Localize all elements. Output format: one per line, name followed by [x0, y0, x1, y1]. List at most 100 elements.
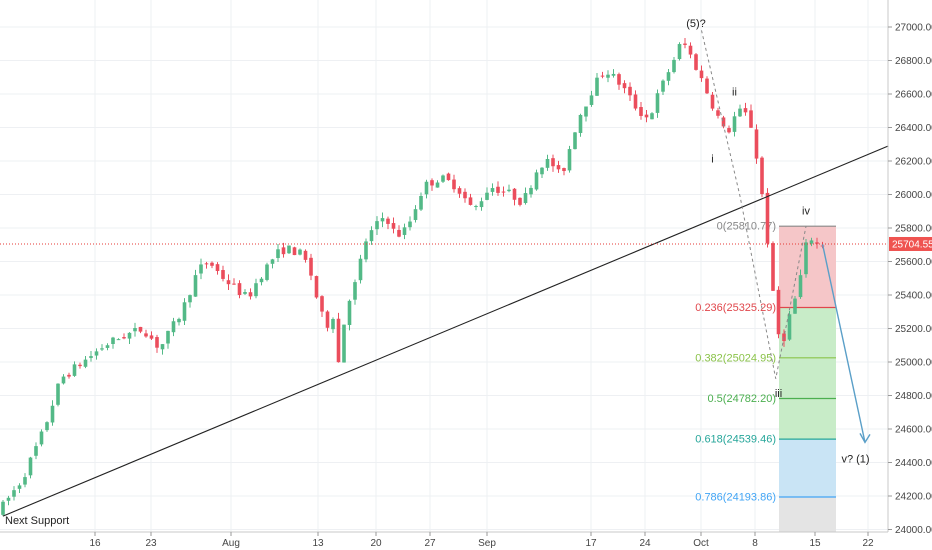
candle-body	[688, 45, 693, 55]
candle-body	[397, 229, 401, 237]
candle-body	[193, 275, 198, 297]
y-tick-label: 27000.00	[895, 23, 932, 34]
y-tick-label: 24400.00	[895, 458, 932, 469]
candle-body	[677, 44, 682, 60]
candle-body	[259, 278, 264, 283]
fib-zone	[779, 307, 836, 358]
wave-label: v? (1)	[841, 454, 869, 466]
candle-body	[430, 180, 434, 186]
candle-body	[743, 108, 748, 113]
y-tick-label: 26600.00	[895, 90, 932, 101]
y-tick-label: 25800.00	[895, 224, 932, 235]
candle-body	[105, 345, 110, 348]
candle-body	[160, 344, 165, 350]
grid-lines	[0, 0, 888, 532]
fib-level-label: 0.5(24782.20)	[708, 393, 777, 405]
candle-body	[364, 241, 368, 260]
candle-body	[809, 240, 814, 244]
x-tick-label: 15	[809, 538, 821, 549]
candle-body	[127, 332, 132, 339]
candle-body	[606, 74, 610, 78]
fib-level-label: 0.382(25024.95)	[695, 352, 776, 364]
candle-body	[628, 86, 632, 96]
candle-body	[17, 485, 22, 489]
candle-body	[111, 337, 115, 344]
candle-body	[501, 191, 506, 193]
candle-body	[435, 182, 440, 188]
wave-label: (5)?	[686, 18, 706, 30]
candle-body	[760, 157, 764, 195]
candle-body	[441, 175, 445, 182]
fibonacci-retracement[interactable]: 0(25810.77) 0.236(25325.29) 0.382(25024.95…	[695, 221, 836, 532]
candle-body	[375, 221, 379, 230]
candle-body	[452, 179, 456, 190]
candle-body	[672, 59, 676, 73]
support-trendline[interactable]	[2, 145, 889, 517]
candle-body	[474, 206, 478, 208]
candle-body	[633, 94, 638, 109]
y-tick-label: 25000.00	[895, 358, 932, 369]
candle-body	[534, 172, 539, 190]
candle-body	[12, 490, 16, 497]
y-tick-label: 24200.00	[895, 492, 932, 503]
candle-body	[765, 192, 770, 244]
candle-body	[28, 457, 33, 476]
candle-body	[529, 187, 533, 195]
candle-body	[171, 321, 176, 333]
candle-body	[551, 158, 555, 167]
candle-body	[292, 247, 297, 256]
candle-body	[232, 283, 236, 285]
candle-body	[61, 376, 66, 384]
x-tick-label: 8	[752, 538, 758, 549]
candle-body	[342, 324, 346, 363]
candle-body	[705, 78, 709, 94]
y-tick-label: 26400.00	[895, 123, 932, 134]
x-tick-label: 23	[145, 538, 157, 549]
candle-body	[650, 113, 654, 120]
fib-level-label: 0.618(24539.46)	[695, 434, 776, 446]
candle-body	[94, 351, 99, 356]
candle-body	[573, 132, 577, 150]
candle-body	[116, 339, 121, 341]
candle-body	[716, 110, 720, 116]
candle-body	[622, 83, 627, 89]
candle-body	[138, 326, 143, 332]
x-tick-label: Oct	[693, 538, 709, 549]
candle-body	[221, 270, 225, 279]
candle-body	[78, 364, 82, 367]
y-tick-label: 24000.00	[895, 525, 932, 536]
candle-body	[749, 110, 753, 128]
elliott-wave-path[interactable]	[701, 30, 807, 379]
candle-body	[457, 188, 462, 194]
wave-label: i	[711, 154, 713, 166]
candle-body	[281, 247, 286, 255]
candle-body	[578, 114, 583, 133]
candle-body	[804, 242, 808, 275]
candle-body	[254, 283, 258, 297]
projection-arrow[interactable]	[821, 243, 866, 443]
candle-body	[655, 93, 660, 113]
candle-body	[661, 80, 665, 92]
candle-body	[177, 318, 181, 323]
fib-zone	[779, 439, 836, 498]
next-support-label: Next Support	[5, 515, 69, 527]
fib-zone-extension	[779, 497, 836, 532]
fib-level-label: 0.786(24193.86)	[695, 492, 776, 504]
candle-body	[386, 218, 390, 224]
candle-body	[336, 318, 341, 363]
candle-body	[276, 249, 280, 259]
candle-body	[89, 356, 93, 358]
candle-body	[243, 292, 247, 294]
candle-body	[248, 292, 253, 297]
candle-body	[34, 446, 38, 456]
candle-body	[776, 289, 781, 335]
candle-body	[408, 221, 412, 228]
y-tick-label: 26200.00	[895, 157, 932, 168]
x-tick-label: Sep	[478, 538, 496, 549]
candle-body	[303, 250, 308, 260]
candle-body	[595, 77, 599, 96]
candle-body	[721, 117, 726, 127]
y-tick-label: 25400.00	[895, 291, 932, 302]
